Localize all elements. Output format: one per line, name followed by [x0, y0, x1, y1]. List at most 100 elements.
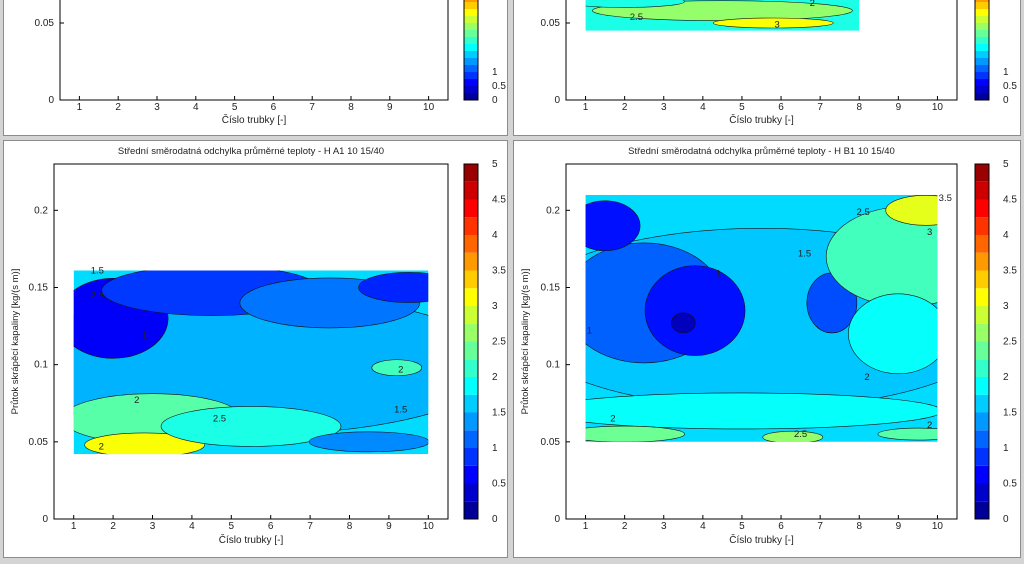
- x-tick-label: 4: [189, 521, 195, 532]
- x-tick-label: 10: [423, 102, 435, 113]
- colorbar-segment: [975, 448, 989, 466]
- colorbar-segment: [975, 252, 989, 271]
- contour-level-9: [308, 431, 429, 453]
- x-tick-label: 7: [309, 102, 315, 113]
- y-tick-label: 0.05: [35, 18, 55, 29]
- contour-label: 2: [610, 414, 615, 425]
- colorbar-segment: [464, 306, 478, 324]
- colorbar-segment: [464, 58, 478, 65]
- x-tick-label: 7: [817, 102, 823, 113]
- colorbar-segment: [975, 181, 989, 200]
- x-tick-label: 3: [150, 521, 156, 532]
- x-tick-label: 5: [739, 521, 745, 532]
- colorbar-tick-label: 3: [1003, 301, 1009, 312]
- colorbar-segment: [975, 51, 989, 58]
- x-tick-label: 4: [700, 521, 706, 532]
- colorbar-segment: [464, 0, 478, 2]
- colorbar-segment: [975, 270, 989, 289]
- y-tick-label: 0.15: [29, 282, 49, 293]
- contour-label: 2: [99, 441, 104, 452]
- x-axis-label: Číslo trubky [-]: [729, 533, 794, 546]
- y-tick-label: 0.15: [541, 282, 561, 293]
- x-tick-label: 6: [778, 102, 784, 113]
- colorbar-segment: [975, 306, 989, 324]
- chart-panel-top-left: 1 2 3 4 5 6 7 8 9 10 0 0.05 Číslo trubky [-] 0 0.5 1: [3, 0, 508, 136]
- x-tick-label: 1: [583, 102, 589, 113]
- x-tick-label: 9: [387, 102, 393, 113]
- x-tick-label: 10: [932, 521, 944, 532]
- colorbar-tick-label: 2: [492, 372, 498, 383]
- colorbar-segment: [464, 86, 478, 93]
- colorbar-segment: [975, 93, 989, 100]
- contour-label: 2.5: [91, 290, 104, 301]
- contour-level-10: [585, 425, 685, 442]
- x-tick-label: 5: [229, 521, 235, 532]
- colorbar-segment: [464, 16, 478, 23]
- colorbar-segment: [464, 2, 478, 9]
- colorbar-segment: [464, 323, 478, 342]
- colorbar-segment: [464, 235, 478, 253]
- colorbar-tick-label: 3: [492, 301, 498, 312]
- contour-level-7: [885, 195, 938, 226]
- colorbar-segment: [464, 270, 478, 289]
- contour-level-4: [585, 200, 641, 252]
- axes-box: [565, 163, 958, 520]
- colorbar-segment: [975, 37, 989, 44]
- contour-label: 2: [864, 372, 869, 383]
- colorbar-segment: [975, 288, 989, 306]
- y-tick-label: 0: [48, 95, 54, 106]
- chart-panel-bottom-right: 1 2 3 4 5 6 7 8 9 10 0 0.05 0.1 0.15 0.2 Číslo trubky […: [513, 140, 1021, 558]
- contour-label: 1: [587, 326, 592, 337]
- contour-label: 2: [927, 420, 932, 431]
- colorbar-segment: [975, 430, 989, 448]
- y-tick-label: 0.05: [541, 18, 561, 29]
- contour-level-3: [671, 312, 696, 334]
- colorbar-segment: [975, 2, 989, 9]
- colorbar-segment: [975, 412, 989, 431]
- colorbar-segment: [464, 23, 478, 30]
- x-tick-label: 6: [778, 521, 784, 532]
- contour-label: 1.5: [798, 249, 811, 260]
- colorbar-segment: [464, 483, 478, 502]
- x-tick-label: 2: [622, 102, 628, 113]
- y-tick-label: 0.05: [541, 437, 561, 448]
- contour-label: 1.5: [91, 266, 104, 277]
- x-tick-label: 1: [71, 521, 77, 532]
- colorbar-segment: [975, 16, 989, 23]
- x-tick-label: 3: [661, 102, 667, 113]
- colorbar-segment: [975, 58, 989, 65]
- chart-top-left: 1 2 3 4 5 6 7 8 9 10 0 0.05 Číslo trubky [-] 0 0.5 1: [35, 0, 506, 126]
- colorbar-tick-label: 4: [492, 230, 498, 241]
- colorbar-segment: [975, 501, 989, 519]
- contour-level-4: [358, 272, 429, 303]
- contour-level-11: [762, 430, 824, 442]
- contour-level-7: [160, 406, 342, 447]
- colorbar-segment: [975, 72, 989, 79]
- colorbar-segment: [464, 394, 478, 413]
- x-tick-label: 6: [268, 521, 274, 532]
- colorbar-segment: [464, 199, 478, 218]
- colorbar-tick-label: 3.5: [492, 266, 506, 277]
- colorbar-tick-label: 0.5: [492, 81, 506, 92]
- contour-field: [585, 0, 860, 31]
- colorbar-segment: [464, 412, 478, 431]
- colorbar-segment: [975, 394, 989, 413]
- x-tick-label: 2: [115, 102, 121, 113]
- colorbar-segment: [975, 483, 989, 502]
- x-tick-label: 3: [154, 102, 160, 113]
- colorbar-segment: [464, 288, 478, 306]
- contour-label: 2.5: [794, 429, 807, 440]
- axes-box: [59, 0, 449, 101]
- x-tick-label: 4: [700, 102, 706, 113]
- colorbar-tick-label: 0.5: [1003, 479, 1017, 490]
- chart-title: Střední směrodatná odchylka průměrné tep…: [628, 146, 895, 157]
- chart-panel-bottom-left: 1 2 3 4 5 6 7 8 9 10 0 0.05 0.1 0.15 0.2 Číslo trubky […: [3, 140, 508, 558]
- x-tick-label: 5: [232, 102, 238, 113]
- x-tick-label: 10: [932, 102, 944, 113]
- colorbar-tick-label: 3.5: [1003, 266, 1017, 277]
- colorbar-tick-label: 4.5: [492, 195, 506, 206]
- x-axis-label: Číslo trubky [-]: [729, 113, 794, 126]
- colorbar-box: [463, 0, 479, 101]
